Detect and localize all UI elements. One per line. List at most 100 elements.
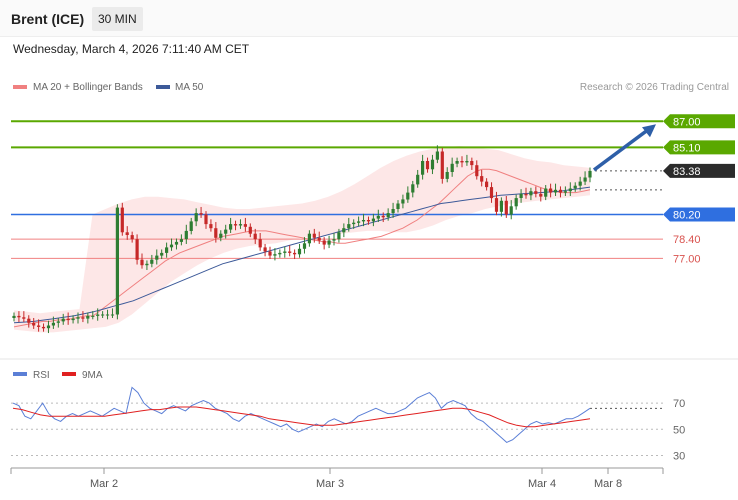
candle-body: [386, 213, 390, 218]
candle-body: [105, 314, 110, 316]
candle-body: [258, 239, 262, 248]
rsi-ma9-line: [12, 406, 591, 428]
candle-body: [243, 224, 247, 227]
level-label-85.10: 85.10: [673, 142, 701, 154]
candle-body: [361, 220, 366, 222]
candle-body: [445, 172, 449, 179]
candle-body: [371, 218, 375, 222]
candle-body: [165, 247, 169, 253]
candle-body: [573, 185, 577, 189]
candle-body: [327, 240, 331, 245]
candle-body: [91, 315, 95, 317]
candle-body: [416, 174, 420, 185]
candle-body: [421, 161, 425, 175]
candle-body: [465, 161, 469, 163]
candle-body: [401, 199, 405, 204]
level-tag-87.00: [663, 114, 735, 129]
candle-body: [549, 188, 553, 193]
candle-body: [66, 318, 70, 321]
candle-body: [480, 176, 484, 182]
candle-body: [160, 252, 164, 256]
candle-body: [288, 251, 292, 253]
candle-body: [268, 251, 272, 256]
candle-body: [278, 252, 282, 255]
candle-body: [391, 209, 395, 214]
ma20-legend-swatch: [13, 85, 27, 89]
candle-body: [435, 151, 439, 160]
candle-body: [499, 200, 503, 212]
candle-body: [563, 191, 567, 193]
level-tag-80.20: [663, 207, 735, 222]
candle-body: [204, 214, 208, 225]
level-label-77.00: 77.00: [673, 253, 701, 265]
rsi-legend-label: RSI: [33, 370, 50, 381]
ma50-legend-swatch: [156, 85, 170, 89]
candle-body: [534, 191, 538, 194]
candle-body: [578, 181, 582, 186]
candle-body: [174, 241, 179, 245]
candle-body: [450, 163, 454, 172]
rsi-tick-label: 50: [673, 424, 685, 436]
rsi-legend-swatch: [13, 372, 27, 376]
candle-body: [130, 235, 134, 240]
candle-body: [322, 240, 326, 245]
candle-body: [494, 198, 499, 212]
candle-body: [76, 317, 80, 319]
candle-body: [588, 170, 592, 178]
candle-body: [37, 325, 41, 327]
candle-body: [352, 222, 356, 225]
candle-body: [509, 206, 513, 215]
candle-body: [22, 317, 26, 319]
candle-body: [248, 226, 252, 234]
ma20-line: [13, 168, 591, 328]
candle-body: [51, 322, 55, 326]
x-tick-label: Mar 4: [528, 478, 556, 490]
candle-body: [302, 243, 307, 249]
candle-body: [229, 224, 233, 230]
x-tick-label: Mar 2: [90, 478, 118, 490]
candle-body: [455, 161, 459, 164]
x-tick-label: Mar 8: [594, 478, 622, 490]
bollinger-band-area: [14, 146, 590, 333]
projection-arrow-shaft: [592, 126, 652, 172]
candle-body: [406, 192, 410, 200]
candle-body: [544, 188, 548, 197]
candle-body: [46, 325, 51, 329]
candle-body: [125, 232, 129, 235]
panel-divider: [0, 358, 738, 360]
candle-body: [411, 184, 415, 193]
candle-body: [524, 193, 528, 196]
candle-body: [17, 315, 21, 318]
level-label-83.38: 83.38: [673, 166, 701, 178]
candle-body: [110, 314, 115, 316]
candle-body: [342, 228, 346, 233]
ma20-legend-label: MA 20 + Bollinger Bands: [33, 82, 143, 93]
candle-body: [184, 230, 188, 240]
candle-body: [179, 239, 183, 242]
projection-arrow-head: [642, 124, 656, 138]
candle-body: [273, 254, 277, 256]
candle-body: [238, 224, 243, 226]
candle-body: [115, 207, 119, 315]
candle-body: [135, 239, 139, 260]
candle-body: [199, 213, 203, 215]
level-label-80.20: 80.20: [673, 209, 701, 221]
level-label-87.00: 87.00: [673, 116, 701, 128]
candle-body: [568, 188, 572, 192]
candle-body: [253, 233, 257, 240]
timeframe-button[interactable]: 30 MIN: [92, 7, 143, 31]
candle-body: [519, 193, 523, 198]
candle-body: [337, 232, 341, 240]
candle-body: [41, 326, 46, 329]
candle-body: [381, 215, 385, 218]
candle-body: [169, 244, 174, 248]
candle-body: [539, 193, 543, 197]
candle-body: [224, 229, 228, 234]
bollinger-band: [14, 146, 590, 333]
candle-body: [504, 200, 508, 215]
candle-body: [81, 317, 85, 319]
candle-body: [366, 220, 371, 222]
candle-body: [61, 318, 65, 322]
candle-body: [101, 314, 105, 316]
